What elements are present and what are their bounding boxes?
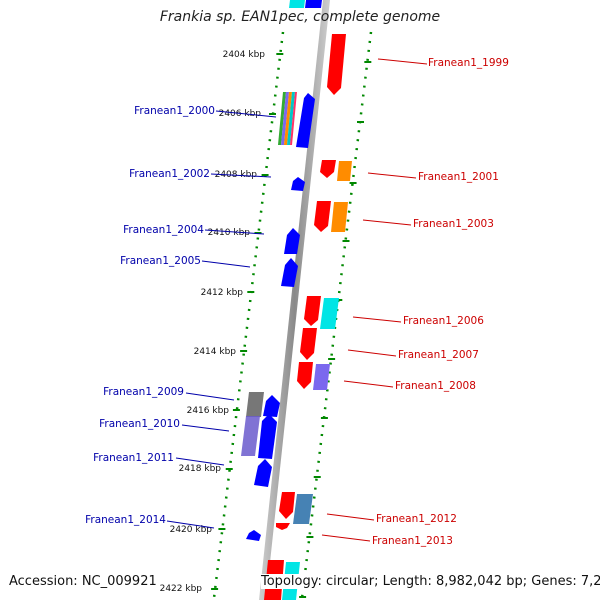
gene-franean1-2000[interactable] [296,93,315,148]
feature-purple-2010 [241,416,260,456]
ruler-label-2418: 2418 kbp [179,464,222,474]
gene-label-franean1-2013[interactable]: Franean1_2013 [372,535,453,547]
genome-summary-text: Topology: circular; Length: 8,982,042 bp… [261,574,600,589]
ruler-label-2416: 2416 kbp [187,406,230,416]
gene-label-franean1-2007[interactable]: Franean1_2007 [398,349,479,361]
gene-franean1-2005[interactable] [281,258,298,287]
striped-feature [278,92,297,145]
gene-franean1-2003[interactable] [314,201,331,232]
gene-franean1-2002[interactable] [291,177,305,191]
ruler-label-2412: 2412 kbp [201,288,244,298]
gene-franean1-2014[interactable] [246,530,261,541]
gene-franean1-2013[interactable] [276,523,290,530]
gene-label-franean1-2014[interactable]: Franean1_2014 [85,514,166,526]
ruler-tick-marks-right [299,61,372,598]
ruler-tick-marks-left [211,53,284,590]
gene-franean1-2001[interactable] [320,160,336,178]
reverse-strand-genes [246,0,322,541]
feature-purple-2008 [313,364,330,390]
gene-label-franean1-2009[interactable]: Franean1_2009 [103,386,184,398]
gene-label-franean1-2000[interactable]: Franean1_2000 [134,105,215,117]
right-gene-labels: Franean1_1999 Franean1_2001 Franean1_200… [372,57,509,547]
feature-steel-2012 [293,494,313,524]
gene-franean1-2009[interactable] [263,395,280,417]
gene-franean1-2010[interactable] [258,414,277,459]
leader-lines-left [166,110,277,529]
feature-cyan-2006 [320,298,339,329]
gene-franean1-2011[interactable] [254,459,272,487]
ruler-label-2404: 2404 kbp [223,50,266,60]
accession-text: Accession: NC_009921 [9,574,157,589]
gene-label-franean1-2001[interactable]: Franean1_2001 [418,171,499,183]
gene-label-franean1-2006[interactable]: Franean1_2006 [403,315,484,327]
ruler-label-2406: 2406 kbp [219,109,262,119]
ruler-label-2410: 2410 kbp [208,228,251,238]
gene-label-franean1-2012[interactable]: Franean1_2012 [376,513,457,525]
gene-label-franean1-2010[interactable]: Franean1_2010 [99,418,180,430]
gene-franean1-2006[interactable] [304,296,321,326]
gene-label-franean1-1999[interactable]: Franean1_1999 [428,57,509,69]
gene-franean1-2004[interactable] [284,228,300,254]
gene-label-franean1-2003[interactable]: Franean1_2003 [413,218,494,230]
ruler-label-2422: 2422 kbp [160,584,203,594]
gene-franean1-1999[interactable] [327,34,346,95]
ruler-labels: 2404 kbp 2406 kbp 2408 kbp 2410 kbp 2412… [160,50,266,594]
gene-label-franean1-2008[interactable]: Franean1_2008 [395,380,476,392]
feature-orange-2001 [337,161,352,181]
gene-top-blue-fragment[interactable] [305,0,322,8]
gene-franean1-2007[interactable] [300,328,317,360]
gene-label-franean1-2005[interactable]: Franean1_2005 [120,255,201,267]
leader-lines-right [321,58,428,542]
gene-label-franean1-2002[interactable]: Franean1_2002 [129,168,210,180]
genome-backbone [259,0,330,600]
left-gene-labels: Franean1_2000 Franean1_2002 Franean1_200… [85,105,215,526]
ruler-label-2414: 2414 kbp [194,347,237,357]
feature-cyan-top [289,0,305,8]
feature-orange-2003 [331,202,348,232]
gene-franean1-2008[interactable] [297,362,313,389]
gene-franean1-2012[interactable] [279,492,295,519]
ruler-label-2420: 2420 kbp [170,525,213,535]
gene-label-franean1-2011[interactable]: Franean1_2011 [93,452,174,464]
genome-title: Frankia sp. EAN1pec, complete genome [159,9,441,25]
feature-gray-2009 [246,392,264,417]
gene-label-franean1-2004[interactable]: Franean1_2004 [123,224,204,236]
forward-strand-genes [264,34,346,600]
